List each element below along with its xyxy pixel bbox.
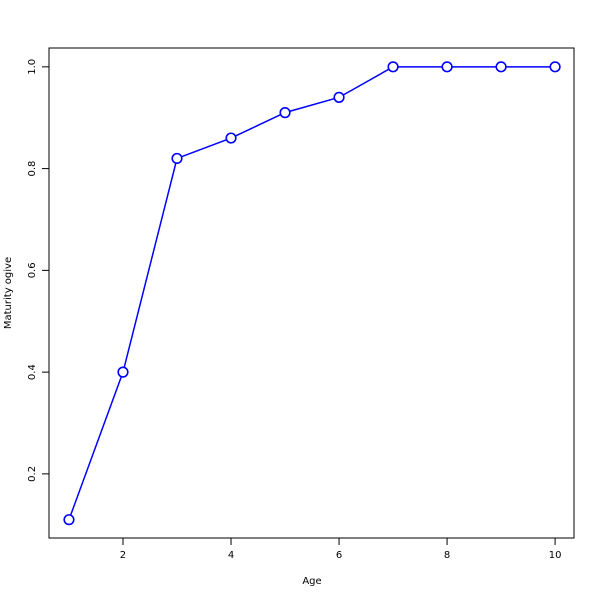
y-axis-label: Maturity ogive [3,257,14,329]
y-tick-label: 0.6 [27,262,38,278]
data-point [171,152,183,165]
data-point [279,107,291,119]
data-point [387,61,399,73]
x-tick-label: 4 [228,550,234,561]
data-point [117,366,129,378]
y-tick-label: 1.0 [27,59,38,75]
x-tick-label: 6 [336,550,342,561]
y-tick-label: 0.4 [27,364,38,380]
y-tick-label: 0.2 [27,466,38,482]
y-tick-label: 0.8 [27,161,38,177]
x-tick-label: 8 [444,550,450,561]
x-tick-label: 10 [549,550,562,561]
data-point [63,514,75,526]
data-point [333,91,345,103]
data-point [225,132,237,144]
data-point [441,61,453,73]
data-point [549,61,561,73]
x-tick-label: 2 [120,550,126,561]
plot-frame [48,47,575,539]
x-axis-label: Age [302,576,321,587]
series-line [68,66,556,520]
data-point [495,61,507,73]
